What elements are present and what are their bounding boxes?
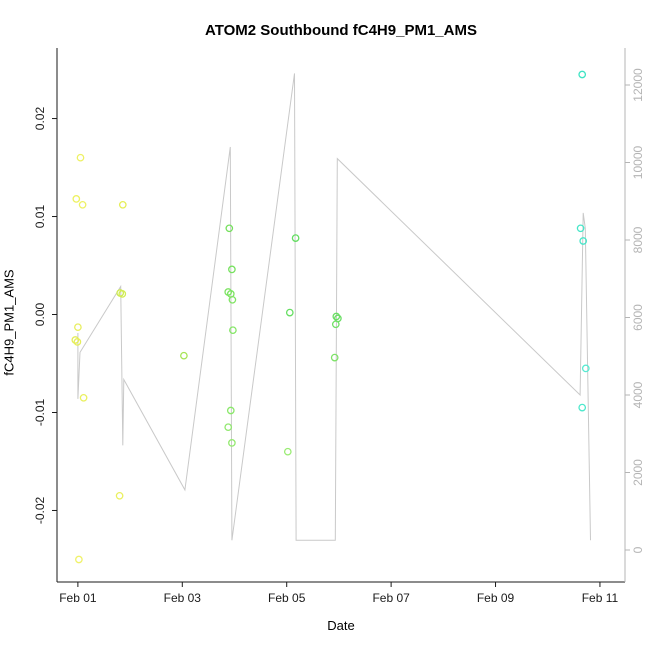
right-tick-label: 12000 [631, 68, 645, 102]
right-tick-label: 0 [631, 546, 645, 553]
y-tick-label: 0.01 [33, 205, 47, 229]
data-point [76, 153, 85, 162]
data-point [74, 323, 82, 332]
data-point [224, 423, 233, 432]
data-point [229, 326, 237, 335]
x-tick-label: Feb 11 [582, 591, 619, 605]
y-tick-label: 0.02 [33, 107, 47, 131]
data-point [72, 195, 81, 203]
data-point [71, 336, 80, 344]
x-tick-label: Feb 07 [372, 591, 410, 605]
data-point [226, 406, 235, 415]
data-point [291, 234, 300, 242]
right-tick-label: 2000 [631, 459, 645, 486]
data-point [228, 265, 236, 274]
x-tick-label: Feb 01 [59, 591, 97, 605]
data-point [576, 224, 585, 233]
data-point [225, 224, 234, 233]
chart-title: ATOM2 Southbound fC4H9_PM1_AMS [205, 22, 477, 39]
secondary-series-line [77, 73, 591, 541]
data-point [330, 353, 339, 362]
x-tick-label: Feb 09 [477, 591, 515, 605]
y-axis-title: fC4H9_PM1_AMS [1, 269, 17, 376]
y-tick-label: -0.01 [33, 398, 47, 426]
right-tick-label: 8000 [631, 226, 645, 253]
data-point [581, 364, 590, 373]
data-point [73, 338, 82, 346]
data-point [75, 555, 83, 564]
data-point [579, 237, 588, 245]
data-point [331, 320, 340, 329]
data-point [283, 447, 292, 456]
right-tick-label: 4000 [631, 381, 645, 408]
y-tick-label: 0.00 [33, 303, 47, 327]
x-axis-title: Date [327, 618, 355, 633]
right-tick-label: 10000 [631, 145, 645, 179]
data-point [115, 491, 124, 500]
data-point [118, 290, 127, 298]
data-point [285, 308, 294, 317]
data-point [578, 403, 587, 412]
data-point [578, 70, 587, 79]
data-point [79, 393, 88, 402]
data-point [228, 295, 237, 304]
right-tick-label: 6000 [631, 304, 645, 331]
data-point [228, 439, 236, 447]
data-point [180, 351, 188, 360]
data-point [118, 200, 127, 209]
y-tick-label: -0.02 [33, 496, 47, 524]
x-tick-label: Feb 05 [268, 591, 306, 605]
data-point [78, 200, 87, 209]
data-point [332, 312, 341, 321]
x-tick-label: Feb 03 [164, 591, 202, 605]
